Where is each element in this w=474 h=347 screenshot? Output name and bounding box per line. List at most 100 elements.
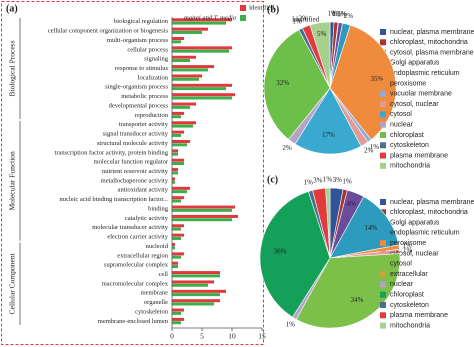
bar: [172, 133, 181, 137]
category-label: supramolecular complex: [104, 262, 169, 269]
legend-swatch: [240, 15, 246, 21]
legend-label: cytosol, plasma membrane: [390, 49, 474, 56]
x-tick-label: 0: [170, 332, 174, 341]
bar: [172, 21, 226, 25]
bar: [172, 243, 175, 247]
legend-label: nuclear: [390, 281, 414, 288]
bar: [172, 130, 184, 134]
legend-label: Golgi apparatus: [390, 60, 440, 67]
slice-label: 1%: [370, 143, 380, 151]
bar: [172, 271, 220, 275]
category-label: response to stimulus: [115, 65, 169, 72]
bar: [172, 30, 202, 34]
category-label: molecular function regulator: [94, 159, 169, 166]
panel-label: (a): [6, 3, 18, 14]
bar: [172, 218, 232, 222]
bar: [172, 280, 214, 284]
legend-swatch: [380, 260, 386, 267]
slice-label: 34%: [351, 296, 364, 304]
x-tick-label: 10: [228, 332, 236, 341]
legend-swatch: [380, 142, 386, 149]
category-label: cytoskeleton: [135, 308, 169, 315]
legend-label: mitochondria: [390, 163, 430, 170]
legend-label: peroxisome: [390, 240, 426, 247]
slice-label: 17%: [322, 131, 335, 139]
slice-label: 14%: [364, 224, 377, 232]
category-label: catalytic activity: [125, 215, 169, 222]
legend-label: nuclear: [390, 122, 414, 129]
legend-label: chloroplast, mitochondria: [390, 39, 468, 46]
category-label: electron carrier activity: [107, 234, 168, 241]
bar: [172, 199, 181, 203]
legend-swatch: [380, 281, 386, 288]
legend-label: nuclear, plasma membrane: [390, 199, 474, 206]
bar: [172, 236, 181, 240]
bar: [172, 246, 175, 250]
legend-label: endoplasmic reticulum: [390, 230, 460, 237]
slice-label: 2%: [299, 15, 309, 23]
group-label: Biological Process: [8, 40, 17, 96]
pie-slice: [294, 87, 362, 155]
legend-swatch: [380, 229, 386, 236]
legend-swatch: [380, 302, 386, 308]
category-label: multi-organism process: [107, 37, 169, 44]
legend-label: cytosol: [390, 111, 412, 118]
slice-label: 3%: [333, 176, 343, 184]
legend-label: chloroplast: [390, 292, 424, 299]
bar: [172, 196, 184, 200]
bar: [172, 93, 235, 97]
bar: [172, 168, 178, 172]
category-label: cellular process: [127, 46, 168, 53]
bar: [172, 49, 229, 53]
category-label: metallochaperone activity: [101, 177, 169, 184]
category-label: macromolecular complex: [102, 280, 169, 287]
category-label: cellular component organization or bioge…: [48, 28, 169, 35]
legend-swatch: [380, 152, 386, 159]
bar: [172, 311, 181, 315]
group-label: Cellular Component: [8, 252, 17, 314]
legend-swatch: [380, 90, 386, 97]
bar: [172, 55, 196, 59]
legend-label: vacuolar membrane: [390, 91, 452, 98]
bar: [172, 143, 187, 147]
category-label: antioxidant activity: [118, 187, 169, 194]
bar: [172, 208, 232, 212]
slice-label: 36%: [274, 247, 287, 255]
category-label: developmental process: [109, 102, 169, 109]
category-label: single-organism process: [105, 84, 168, 91]
legend-label: mairei and T. media: [184, 14, 236, 21]
category-label: nucleic acid binding transcription facto…: [60, 196, 169, 203]
pie-slice: [309, 21, 331, 89]
category-label: transcription factor activity, protein b…: [55, 149, 169, 156]
category-label: organelle: [144, 299, 168, 306]
legend-swatch: [380, 111, 386, 118]
bar: [172, 233, 184, 237]
legend-label: cytosol: [390, 261, 412, 268]
bar: [172, 214, 238, 218]
bar: [172, 283, 208, 287]
bar: [172, 224, 184, 228]
bar: [172, 317, 184, 321]
bar: [172, 65, 214, 69]
bar: [172, 274, 220, 278]
bar: [172, 27, 208, 31]
slice-label: 1%: [337, 11, 347, 19]
x-tick-label: 15: [258, 332, 266, 341]
bar: [172, 121, 196, 125]
legend-label: plasma membrane: [390, 312, 448, 319]
bar: [172, 205, 235, 209]
legend-label: peroxisome: [390, 80, 426, 87]
slice-label: 1%: [332, 10, 342, 18]
legend-label: cytosol, nuclear: [390, 101, 439, 108]
bar: [172, 308, 184, 312]
bar: [172, 252, 184, 256]
bar: [172, 105, 190, 109]
slice-label: 5%: [317, 30, 327, 38]
legend-swatch: [380, 80, 386, 87]
legend-swatch: [380, 132, 386, 138]
bar: [172, 111, 184, 115]
legend-label: chloroplast, mitochondria: [390, 209, 468, 216]
legend-swatch: [380, 322, 386, 329]
legend-swatch: [380, 291, 386, 298]
